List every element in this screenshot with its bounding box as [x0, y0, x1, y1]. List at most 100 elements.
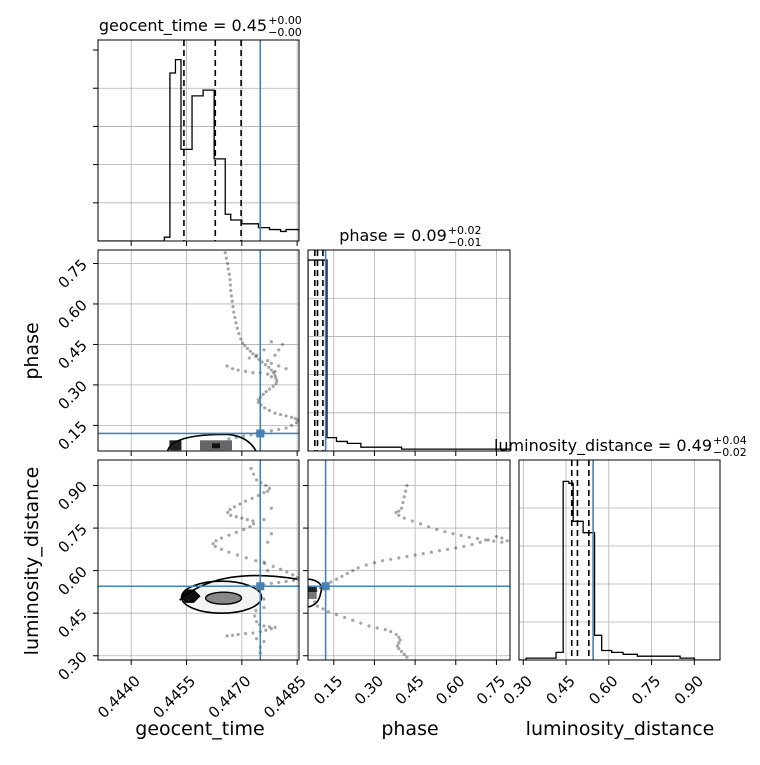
panel-title-luminosity_distance: luminosity_distance = 0.49 +0.04−0.02	[494, 434, 747, 459]
sample-point	[397, 513, 401, 517]
sample-point	[254, 637, 259, 641]
y-tick-label: 0.30	[54, 648, 90, 684]
sample-point	[462, 544, 466, 549]
sample-point	[273, 369, 277, 374]
panel-title-phase: phase = 0.09 +0.02−0.01	[339, 224, 481, 249]
sample-point	[234, 515, 238, 519]
sample-point	[492, 539, 496, 543]
sample-point	[380, 559, 385, 563]
sample-point	[231, 305, 235, 309]
sample-point	[375, 626, 379, 630]
sample-point	[413, 553, 417, 557]
panel-frame	[97, 249, 300, 452]
sample-point	[284, 579, 288, 584]
sample-point	[229, 513, 233, 517]
sample-point	[418, 522, 423, 526]
sample-point	[243, 369, 248, 374]
sample-point	[372, 561, 377, 565]
sample-point	[291, 573, 295, 577]
sample-point	[284, 367, 288, 371]
contour-line	[166, 433, 257, 451]
sample-point	[245, 346, 249, 351]
sample-point	[251, 519, 255, 523]
sample-point	[224, 256, 228, 260]
sample-point	[273, 411, 277, 415]
sample-point	[266, 372, 270, 376]
sample-point	[271, 371, 276, 375]
sample-point	[228, 283, 233, 287]
sample-point	[211, 542, 215, 546]
sample-point	[500, 536, 504, 540]
panel-geocent_time-geocent_time	[93, 39, 300, 246]
y-tick-label: 0.90	[54, 478, 90, 514]
histogram-phase	[308, 259, 510, 451]
sample-point	[230, 299, 234, 303]
sample-point	[326, 610, 330, 614]
sample-point	[274, 381, 278, 386]
sample-point	[451, 532, 455, 536]
sample-point	[401, 500, 405, 505]
x-tick-label: 0.30	[351, 672, 387, 708]
y-tick-label: 0.60	[54, 563, 90, 599]
sample-point	[271, 384, 275, 388]
truth-marker	[256, 429, 265, 438]
sample-point	[236, 632, 240, 637]
sample-point	[242, 434, 246, 438]
sample-point	[291, 578, 296, 583]
sample-point	[234, 530, 238, 534]
sample-point	[266, 359, 270, 363]
sample-point	[321, 607, 325, 611]
sample-point	[227, 272, 231, 276]
sample-point	[278, 412, 283, 417]
sample-point	[243, 499, 248, 503]
sample-point	[264, 628, 268, 632]
sample-point	[394, 510, 398, 515]
panel-luminosity_distance-luminosity_distance: 0.30 0.45 0.60 0.75 0.90	[500, 459, 721, 708]
sample-point	[250, 496, 254, 500]
sample-point	[266, 489, 270, 493]
sample-point	[256, 493, 261, 498]
sample-point	[334, 577, 339, 581]
sample-point	[483, 538, 488, 542]
sample-point	[343, 615, 347, 620]
sample-point	[244, 556, 248, 560]
sample-point	[240, 341, 245, 345]
sample-point	[269, 340, 273, 344]
sample-point	[359, 621, 363, 625]
sample-point	[228, 508, 232, 512]
panel-content	[308, 250, 510, 451]
sample-point	[213, 544, 217, 549]
sample-point	[232, 310, 236, 314]
sample-point	[219, 547, 224, 551]
histogram-luminosity_distance	[519, 480, 720, 660]
sample-point	[437, 549, 442, 553]
sample-point	[290, 415, 294, 419]
panel-geocent_time-luminosity_distance: 0.4440 0.4455 0.4470 0.4485 0.30 0.45 0.60 0.75…	[54, 459, 310, 722]
sample-point	[266, 540, 270, 544]
x-tick-label: 0.75	[628, 672, 664, 708]
sample-point	[269, 506, 273, 510]
y-tick-label: 0.60	[54, 296, 90, 332]
sample-point	[277, 348, 281, 352]
sample-point	[262, 491, 266, 495]
sample-point	[263, 561, 267, 566]
sample-point	[229, 294, 234, 298]
sample-point	[264, 390, 268, 394]
sample-point	[256, 400, 261, 405]
sample-point	[271, 564, 275, 568]
sample-point	[269, 361, 273, 365]
sample-point	[367, 624, 371, 628]
panel-frame	[518, 459, 721, 661]
sample-point	[231, 367, 235, 371]
sample-point	[351, 569, 355, 573]
density-core	[308, 587, 317, 593]
sample-point	[267, 408, 272, 413]
panel-content	[519, 460, 720, 660]
sample-point	[229, 288, 233, 293]
sample-point	[231, 633, 235, 637]
sample-point	[238, 502, 242, 506]
sample-point	[261, 392, 265, 396]
sample-point	[405, 655, 409, 659]
sample-point	[389, 630, 393, 634]
sample-point	[240, 516, 244, 520]
